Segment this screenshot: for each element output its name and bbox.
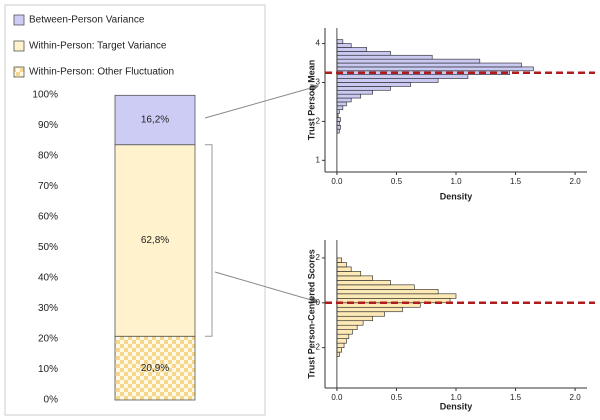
histogram-bar	[336, 86, 391, 91]
y-tick-label: -2	[313, 343, 321, 352]
histogram-bar	[336, 306, 403, 313]
histogram-bar	[336, 62, 522, 68]
histogram-bar	[336, 78, 439, 83]
histogram-bar	[336, 74, 469, 79]
histogram-bar	[336, 262, 347, 268]
arrow	[204, 84, 319, 119]
x-tick-label: 2.0	[570, 393, 582, 402]
legend-label: Between-Person Variance	[29, 15, 145, 26]
y-tick-label: 90%	[38, 120, 58, 131]
histogram-bar	[336, 257, 342, 263]
histogram-bar	[336, 51, 391, 56]
histogram-bar	[336, 315, 373, 322]
bracket	[205, 144, 213, 337]
y-axis-label: Trust Person Mean	[306, 60, 316, 141]
legend-swatch	[13, 14, 25, 26]
histogram-bar	[336, 124, 341, 130]
histogram-bar	[336, 329, 353, 335]
y-axis-label: Trust Person-Centered Scores	[306, 249, 316, 379]
histogram-bar	[336, 311, 385, 317]
histogram-bar	[336, 89, 373, 95]
histogram-bar	[336, 289, 439, 295]
histogram-bar	[336, 43, 352, 48]
y-tick-label: 100%	[32, 90, 58, 101]
x-tick-label: 0.0	[331, 393, 343, 402]
bar-segment	[114, 94, 196, 146]
x-tick-label: 0.5	[391, 177, 403, 186]
histogram-bar	[336, 347, 342, 353]
y-tick-label: 0	[316, 298, 321, 307]
arrow	[214, 271, 319, 304]
x-tick-label: 1.0	[450, 393, 462, 402]
histogram-bar	[336, 333, 350, 339]
bar-segment	[114, 144, 196, 337]
y-tick-label: 20%	[38, 334, 58, 345]
histogram-bar	[336, 47, 367, 52]
y-tick-label: 1	[316, 155, 321, 164]
x-tick-label: 1.0	[450, 177, 462, 186]
histogram-bar	[336, 54, 433, 60]
histogram-bar	[336, 117, 341, 122]
x-tick-label: 0.5	[391, 393, 403, 402]
x-tick-label: 0.0	[331, 177, 343, 186]
y-tick-label: 3	[316, 78, 321, 87]
histogram-bar	[336, 275, 373, 281]
histogram-bar	[336, 82, 412, 87]
histogram-bar	[336, 58, 481, 64]
x-tick-label: 1.5	[510, 177, 522, 186]
value-label: 62,8%	[141, 235, 169, 246]
histogram-bar	[336, 105, 344, 111]
value-label: 20,9%	[141, 363, 169, 374]
x-tick-label: 1.5	[510, 393, 522, 402]
y-tick-label: 60%	[38, 212, 58, 223]
histogram-bar	[336, 39, 344, 44]
histogram-bar	[336, 93, 362, 99]
histogram-bar	[336, 97, 352, 103]
y-tick-label: 4	[316, 39, 321, 48]
legend-label: Within-Person: Other Fluctuation	[29, 67, 174, 78]
histogram-bar	[336, 101, 347, 107]
histogram-bar	[336, 66, 534, 72]
value-label: 16,2%	[141, 115, 169, 126]
histogram-bar	[336, 266, 352, 272]
x-axis-label: Density	[440, 191, 473, 201]
y-tick-label: 10%	[38, 364, 58, 375]
histogram-bar	[336, 342, 345, 348]
y-tick-label: 50%	[38, 242, 58, 253]
y-tick-label: 40%	[38, 273, 58, 284]
histogram-bar	[336, 284, 415, 290]
histogram-bar	[336, 280, 391, 286]
histogram-bar	[336, 324, 358, 330]
histogram-bar	[336, 320, 364, 326]
legend-swatch	[13, 40, 25, 52]
histogram-bar	[336, 271, 362, 277]
x-tick-label: 2.0	[570, 177, 582, 186]
y-tick-label: 0%	[44, 395, 59, 406]
histogram-bar	[336, 338, 347, 344]
legend-swatch	[13, 66, 25, 78]
x-axis-label: Density	[440, 401, 473, 411]
y-tick-label: 80%	[38, 151, 58, 162]
y-tick-label: 2	[316, 253, 321, 262]
histogram-bar	[336, 293, 457, 299]
y-tick-label: 70%	[38, 181, 58, 192]
y-tick-label: 30%	[38, 303, 58, 314]
legend-label: Within-Person: Target Variance	[29, 41, 167, 52]
y-tick-label: 2	[316, 117, 321, 126]
